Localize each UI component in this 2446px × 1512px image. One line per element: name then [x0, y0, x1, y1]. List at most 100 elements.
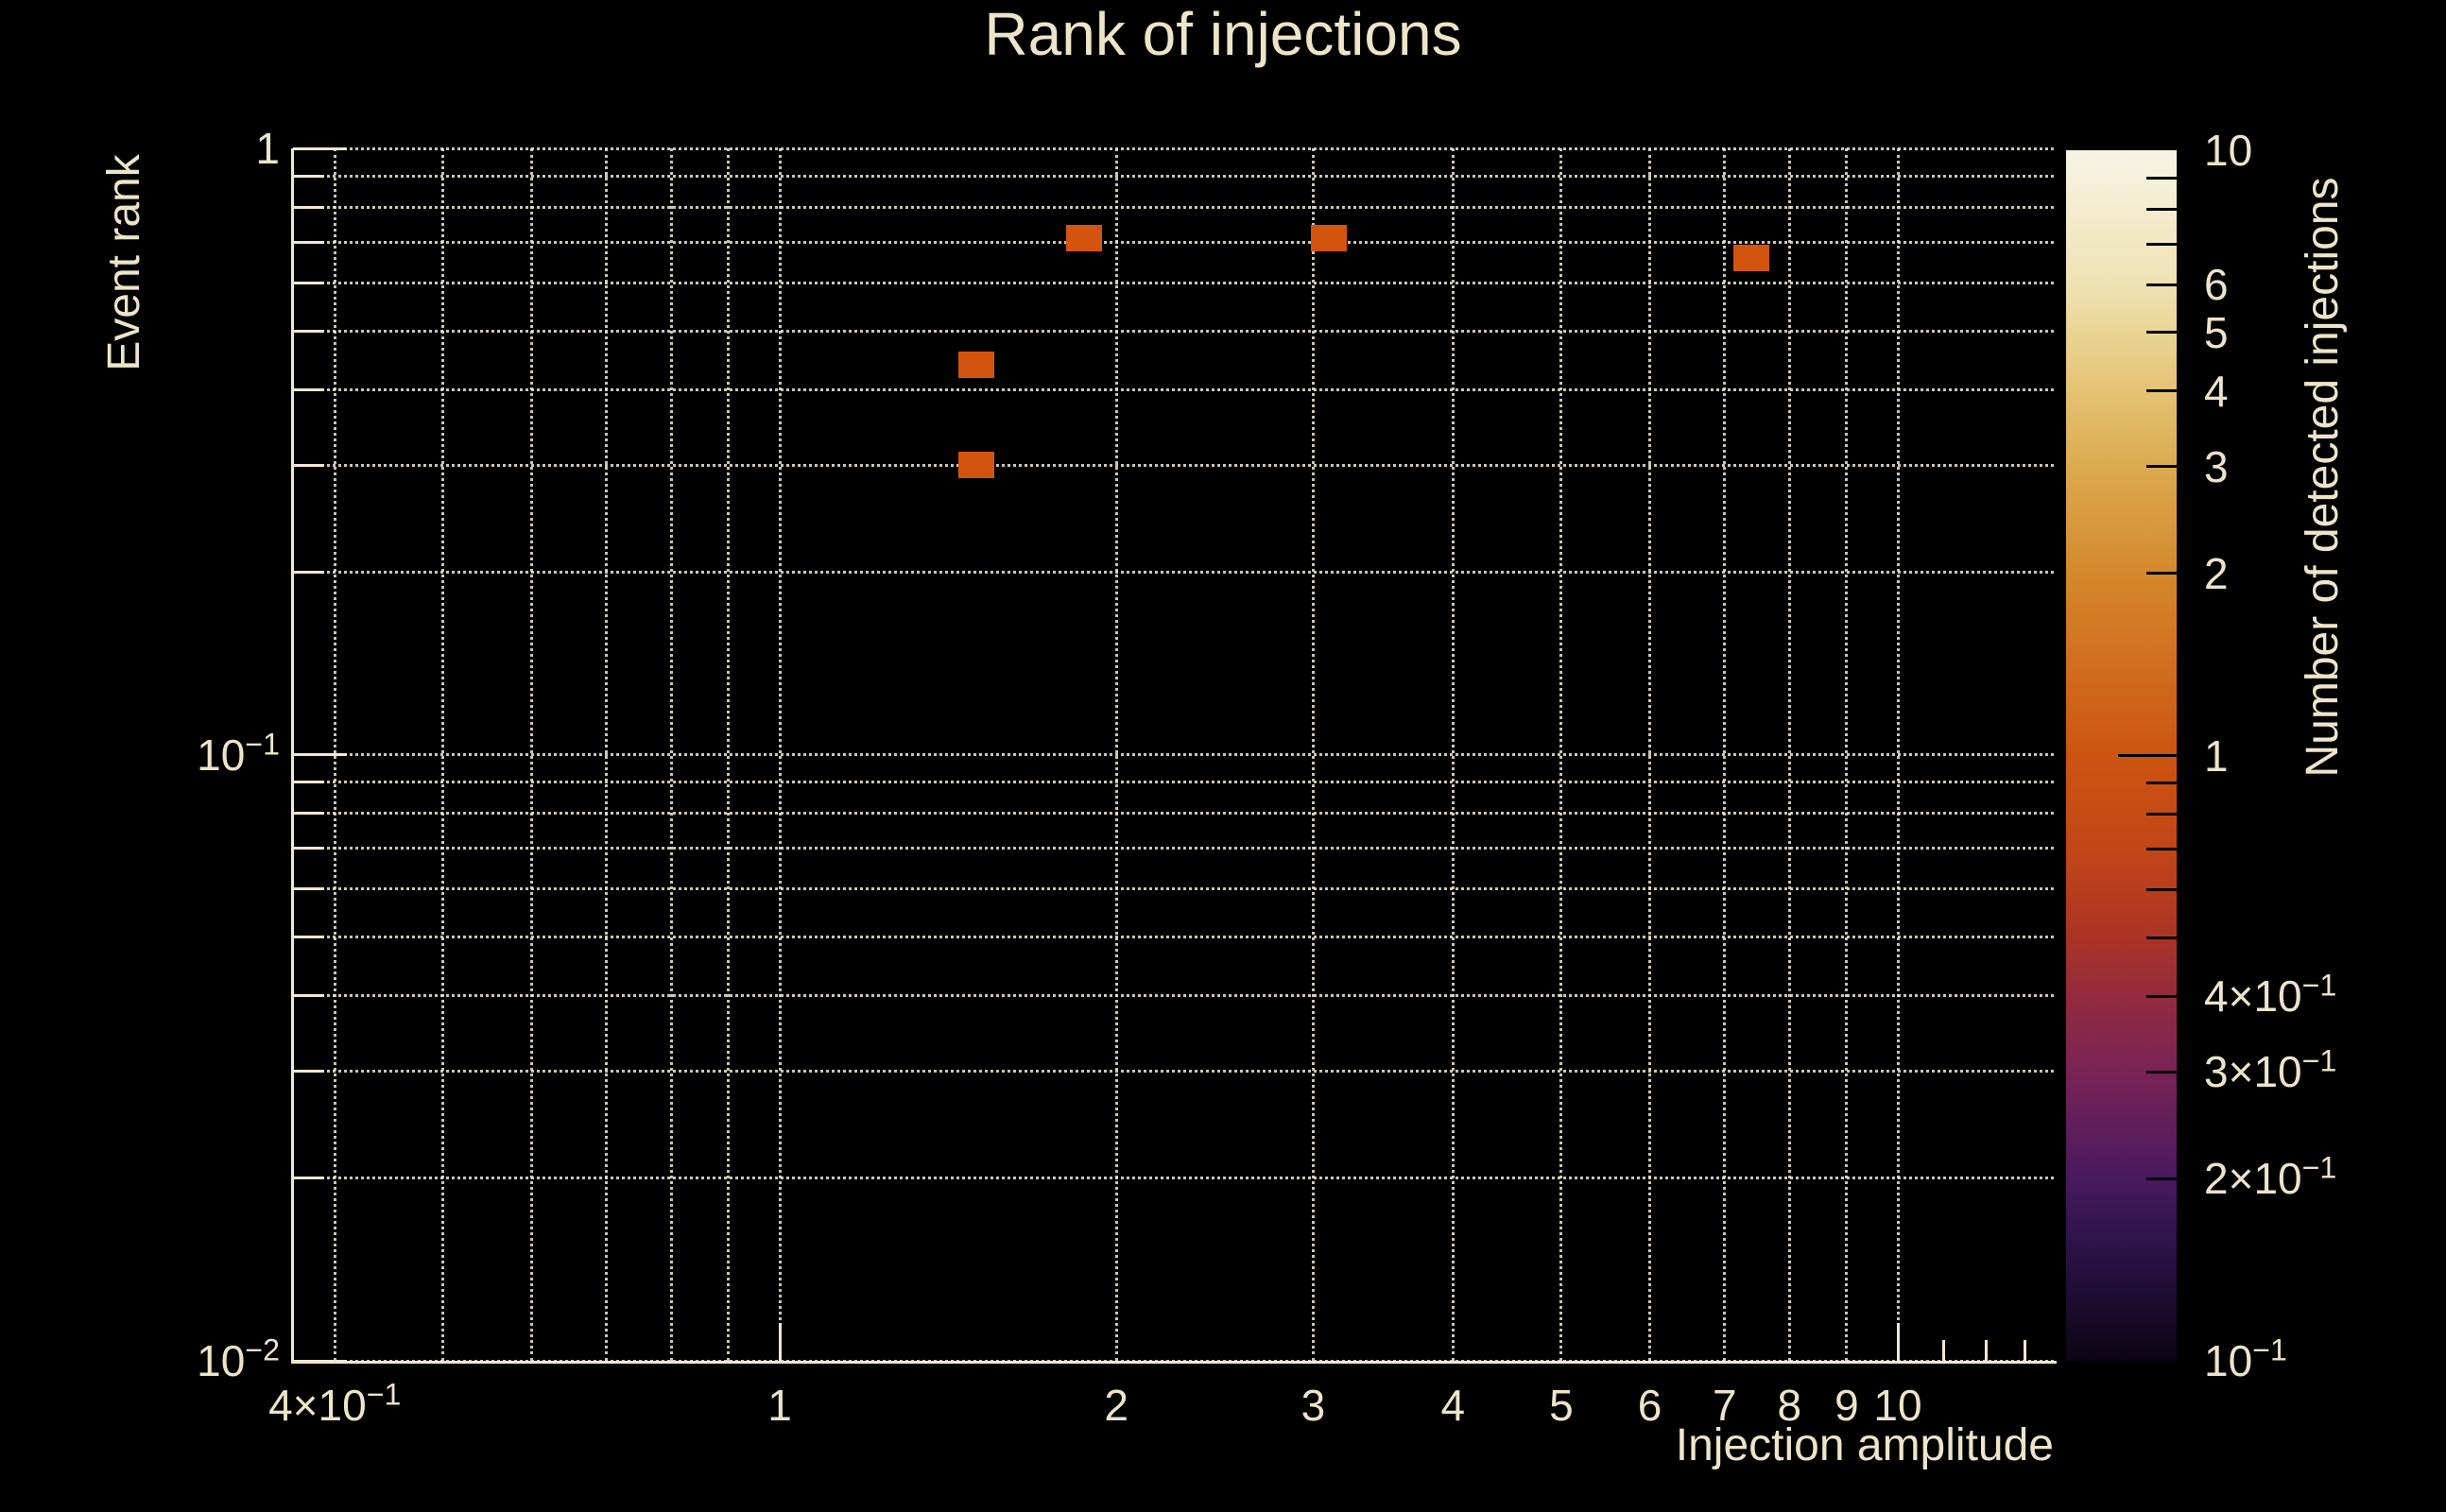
x-tick-label: 7	[1712, 1381, 1737, 1430]
x-tick	[1985, 1340, 1989, 1361]
y-tick	[293, 146, 347, 150]
histogram-bin	[1733, 244, 1770, 271]
y-tick-label: 10−1	[197, 727, 280, 780]
x-tick-label: 6	[1637, 1381, 1662, 1430]
colorbar-tick	[2146, 782, 2177, 785]
y-gridline	[293, 205, 2054, 209]
x-tick-label: 5	[1549, 1381, 1574, 1430]
x-gridline	[778, 148, 782, 1361]
colorbar-tick-label: 3	[2204, 441, 2229, 491]
x-tick-label: 10	[1873, 1381, 1922, 1430]
y-tick	[293, 387, 324, 391]
y-tick	[293, 463, 324, 467]
x-gridline	[1311, 148, 1315, 1361]
colorbar-tick	[2146, 389, 2177, 393]
y-gridline	[293, 240, 2054, 244]
y-gridline	[293, 994, 2054, 998]
y-gridline	[293, 463, 2054, 467]
y-tick	[293, 1177, 324, 1180]
y-tick	[293, 174, 324, 178]
colorbar-tick-label: 4×10−1	[2204, 969, 2337, 1022]
x-tick-label: 8	[1777, 1381, 1802, 1430]
y-axis-line	[291, 148, 294, 1364]
y-axis-title: Event rank	[99, 154, 149, 371]
x-tick-label: 4	[1440, 1381, 1466, 1430]
x-gridline	[1451, 148, 1455, 1361]
y-tick	[293, 847, 324, 850]
colorbar-tick	[2146, 465, 2177, 469]
colorbar-tick-label: 2×10−1	[2204, 1150, 2337, 1204]
x-tick-label: 4×10−1	[268, 1377, 402, 1430]
colorbar-tick	[2146, 1177, 2177, 1180]
y-gridline	[293, 936, 2054, 939]
x-gridline	[727, 148, 731, 1361]
colorbar-tick	[2146, 936, 2177, 939]
x-gridline	[530, 148, 534, 1361]
x-axis-line	[291, 1361, 2057, 1364]
y-tick	[293, 329, 324, 333]
x-gridline	[669, 148, 673, 1361]
y-gridline	[293, 329, 2054, 333]
y-gridline	[293, 146, 2054, 150]
x-tick	[1942, 1340, 1946, 1361]
histogram-bin	[958, 351, 995, 378]
y-tick	[293, 240, 324, 244]
x-tick	[1896, 1323, 1900, 1361]
y-tick	[293, 570, 324, 574]
y-tick	[293, 994, 324, 998]
y-gridline	[293, 570, 2054, 574]
y-tick	[293, 887, 324, 891]
x-gridline	[1114, 148, 1118, 1361]
x-axis-title: Injection amplitude	[1675, 1420, 2054, 1470]
y-tick	[293, 205, 324, 209]
colorbar-tick-label: 3×10−1	[2204, 1044, 2337, 1097]
histogram-bin	[1065, 225, 1102, 252]
colorbar-tick	[2146, 331, 2177, 335]
colorbar-tick	[2146, 207, 2177, 211]
colorbar-tick-label: 2	[2204, 548, 2229, 598]
colorbar-tick-label: 1	[2204, 730, 2229, 781]
y-tick	[293, 753, 347, 756]
y-gridline	[293, 387, 2054, 391]
y-tick	[293, 936, 324, 939]
y-tick	[293, 281, 324, 284]
y-gridline	[293, 1177, 2054, 1180]
colorbar-tick	[2146, 283, 2177, 286]
x-tick-label: 9	[1834, 1381, 1859, 1430]
colorbar-tick-label: 10−1	[2204, 1332, 2287, 1385]
y-gridline	[293, 753, 2054, 756]
chart-title: Rank of injections	[984, 0, 1462, 68]
histogram-bin	[1311, 225, 1348, 252]
y-gridline	[293, 781, 2054, 784]
colorbar-tick	[2146, 813, 2177, 816]
x-gridline	[605, 148, 609, 1361]
colorbar-tick-label: 5	[2204, 307, 2229, 357]
x-gridline	[1787, 148, 1791, 1361]
y-gridline	[293, 174, 2054, 178]
y-tick	[293, 1070, 324, 1074]
x-tick-label: 2	[1104, 1381, 1128, 1430]
y-gridline	[293, 812, 2054, 816]
colorbar-tick-label: 10	[2204, 126, 2253, 175]
colorbar-tick	[2146, 994, 2177, 998]
colorbar-tick-label: 4	[2204, 366, 2229, 416]
y-tick	[293, 781, 324, 784]
colorbar-tick	[2118, 754, 2177, 757]
histogram-bin	[958, 452, 995, 479]
y-gridline	[293, 847, 2054, 850]
x-tick-label: 3	[1301, 1381, 1326, 1430]
colorbar-tick-label: 6	[2204, 260, 2229, 310]
colorbar-tick	[2146, 888, 2177, 892]
y-tick-label: 1	[255, 124, 280, 173]
y-gridline	[293, 281, 2054, 284]
y-gridline	[293, 887, 2054, 891]
colorbar-tick	[2146, 1070, 2177, 1074]
colorbar-tick	[2146, 572, 2177, 576]
x-tick-label: 1	[767, 1381, 792, 1430]
x-gridline	[1845, 148, 1849, 1361]
x-gridline	[1648, 148, 1652, 1361]
y-gridline	[293, 1070, 2054, 1074]
x-gridline	[1559, 148, 1563, 1361]
colorbar-title: Number of detected injections	[2298, 177, 2348, 778]
colorbar-tick	[2146, 848, 2177, 851]
